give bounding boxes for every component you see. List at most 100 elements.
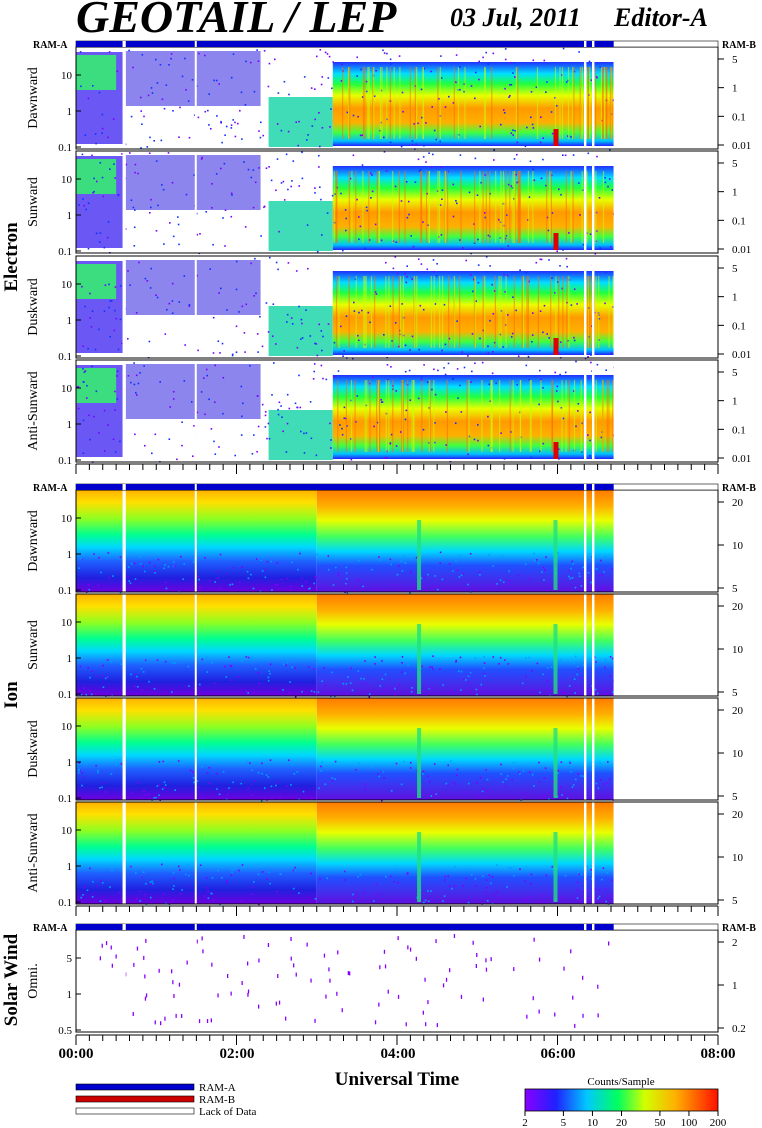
y-tick-label-right: 0.01: [732, 140, 751, 152]
y-tick-label-right: 5: [732, 791, 738, 803]
y-tick-label-right: 5: [732, 54, 738, 66]
y-tick-label-right: 5: [732, 158, 738, 170]
ram-b-label: RAM-B: [722, 923, 756, 934]
y-tick-label: 0.1: [58, 689, 72, 701]
ram-b-label: RAM-B: [722, 483, 756, 494]
colorbar-tick-label: 10: [587, 1117, 599, 1128]
y-tick-label: 1: [67, 989, 73, 1001]
x-axis-tick-labels: 00:00 02:00 04:00 06:00 08:00: [59, 1046, 736, 1062]
time-axis: [75, 463, 719, 474]
x-tick-label: 02:00: [220, 1046, 255, 1062]
y-tick-label-right: 1: [732, 980, 738, 992]
y-tick-label-right: 0.1: [732, 320, 746, 332]
colorbar-tick-label: 100: [681, 1117, 698, 1128]
y-tick-label-right: 0.1: [732, 111, 746, 123]
ram-bar: RAM-A RAM-B: [33, 923, 756, 934]
ram-legend: RAM-A RAM-B Lack of Data: [75, 1082, 257, 1118]
y-tick-label-right: 20: [732, 497, 744, 509]
y-tick-label-right: 0.01: [732, 244, 751, 256]
y-tick-label-right: 0.2: [732, 1023, 746, 1035]
y-tick-label-right: 5: [732, 263, 738, 275]
y-tick-label: 1: [67, 757, 73, 769]
panel-electron-sunward: Sunward 10 1 0.1 5 1 0.1 0.01: [26, 150, 751, 258]
y-tick-label-right: 10: [732, 852, 744, 864]
y-tick-label: 0.5: [58, 1025, 72, 1037]
ram-indicator-bars: RAM-A RAM-B RAM-A RAM-B RAM-A RAM-B: [33, 40, 756, 934]
y-tick-label: 10: [61, 825, 73, 837]
time-axis: [75, 905, 719, 916]
y-tick-label: 1: [67, 210, 73, 222]
y-tick-label: 10: [61, 513, 73, 525]
colorbar-tick-label: 5: [561, 1117, 567, 1128]
y-tick-label: 1: [67, 106, 73, 118]
y-tick-label-right: 20: [732, 809, 744, 821]
y-tick-label: 1: [67, 653, 73, 665]
panel-y-label: Sunward: [26, 620, 41, 670]
time-axis: [75, 1034, 719, 1045]
y-tick-label: 10: [61, 617, 73, 629]
ram-bar: RAM-A RAM-B: [33, 483, 756, 494]
colorbar: Counts/Sample 2 5 10 20 50 100 200: [522, 1076, 727, 1128]
x-tick-label: 08:00: [701, 1046, 736, 1062]
y-tick-label-right: 20: [732, 601, 744, 613]
y-tick-label: 10: [61, 174, 73, 186]
ram-a-label: RAM-A: [33, 923, 68, 934]
x-axis-label: Universal Time: [335, 1069, 459, 1090]
y-tick-label-right: 5: [732, 583, 738, 595]
y-tick-label: 0.1: [58, 246, 72, 258]
y-tick-label-right: 10: [732, 748, 744, 760]
colorbar-tick-label: 2: [522, 1117, 528, 1128]
y-tick-label: 0.1: [58, 793, 72, 805]
ram-bar: RAM-A RAM-B: [33, 40, 756, 51]
y-tick-label: 10: [61, 70, 73, 82]
legend-swatch-lack: [75, 1107, 195, 1115]
panel-electron-dawnward: Dawnward 10 1 0.1 5 1 0.1 0.01: [26, 46, 751, 154]
y-tick-label: 0.1: [58, 455, 72, 467]
y-tick-label-right: 10: [732, 540, 744, 552]
colorbar-tick-label: 200: [710, 1117, 727, 1128]
legend-label-lack: Lack of Data: [199, 1106, 257, 1118]
panel-y-label: Duskward: [26, 720, 41, 778]
y-tick-label: 0.1: [58, 897, 72, 909]
panel-ion-duskward: Duskward 10 1 0.1 20 10 5: [26, 697, 744, 805]
group-label-solar-wind: Solar Wind: [1, 933, 22, 1026]
y-tick-label-right: 1: [732, 292, 738, 304]
chart-date: 03 Jul, 2011: [450, 3, 581, 32]
y-tick-label: 10: [61, 721, 73, 733]
y-tick-label-right: 5: [732, 895, 738, 907]
chart-editor: Editor-A: [613, 3, 708, 32]
y-tick-label-right: 0.01: [732, 349, 751, 361]
ram-b-label: RAM-B: [722, 40, 756, 51]
y-tick-label-right: 0.1: [732, 215, 746, 227]
panel-solar-wind-omni: Omni. 5 1 0.5 2 1 0.2: [26, 929, 746, 1037]
y-tick-label-right: 2: [732, 937, 738, 949]
chart-title: GEOTAIL / LEP: [76, 0, 397, 42]
panel-electron-anti-sunward: Anti-Sunward 10 1 0.1 5 1 0.1 0.01: [26, 359, 751, 467]
y-tick-label: 1: [67, 861, 73, 873]
y-tick-label: 1: [67, 315, 73, 327]
y-tick-label: 10: [61, 383, 73, 395]
colorbar-title: Counts/Sample: [587, 1076, 654, 1088]
panel-y-label: Sunward: [26, 177, 41, 227]
y-tick-label-right: 10: [732, 644, 744, 656]
panel-ion-sunward: Sunward 10 1 0.1 20 10 5: [26, 593, 744, 701]
ram-a-label: RAM-A: [33, 40, 68, 51]
x-tick-label: 00:00: [59, 1046, 94, 1062]
y-tick-label: 5: [67, 953, 73, 965]
colorbar-tick-label: 50: [654, 1117, 666, 1128]
group-label-ion: Ion: [1, 681, 22, 709]
legend-swatch-ram-a: [75, 1083, 195, 1091]
spectrogram-panels: Dawnward 10 1 0.1 5 1 0.1 0.01 Sunward 10 1 0.1 5 1 0.…: [26, 46, 751, 1037]
y-tick-label-right: 0.01: [732, 453, 751, 465]
y-tick-label-right: 20: [732, 705, 744, 717]
y-tick-label-right: 5: [732, 367, 738, 379]
separator-axes: [75, 463, 719, 1045]
panel-y-label: Omni.: [26, 963, 41, 998]
group-label-electron: Electron: [1, 222, 22, 292]
y-tick-label-right: 5: [732, 687, 738, 699]
colorbar-tick-label: 20: [616, 1117, 628, 1128]
y-tick-label: 1: [67, 419, 73, 431]
panel-y-label: Anti-Sunward: [26, 813, 41, 892]
y-tick-label: 0.1: [58, 585, 72, 597]
y-tick-label-right: 1: [732, 83, 738, 95]
